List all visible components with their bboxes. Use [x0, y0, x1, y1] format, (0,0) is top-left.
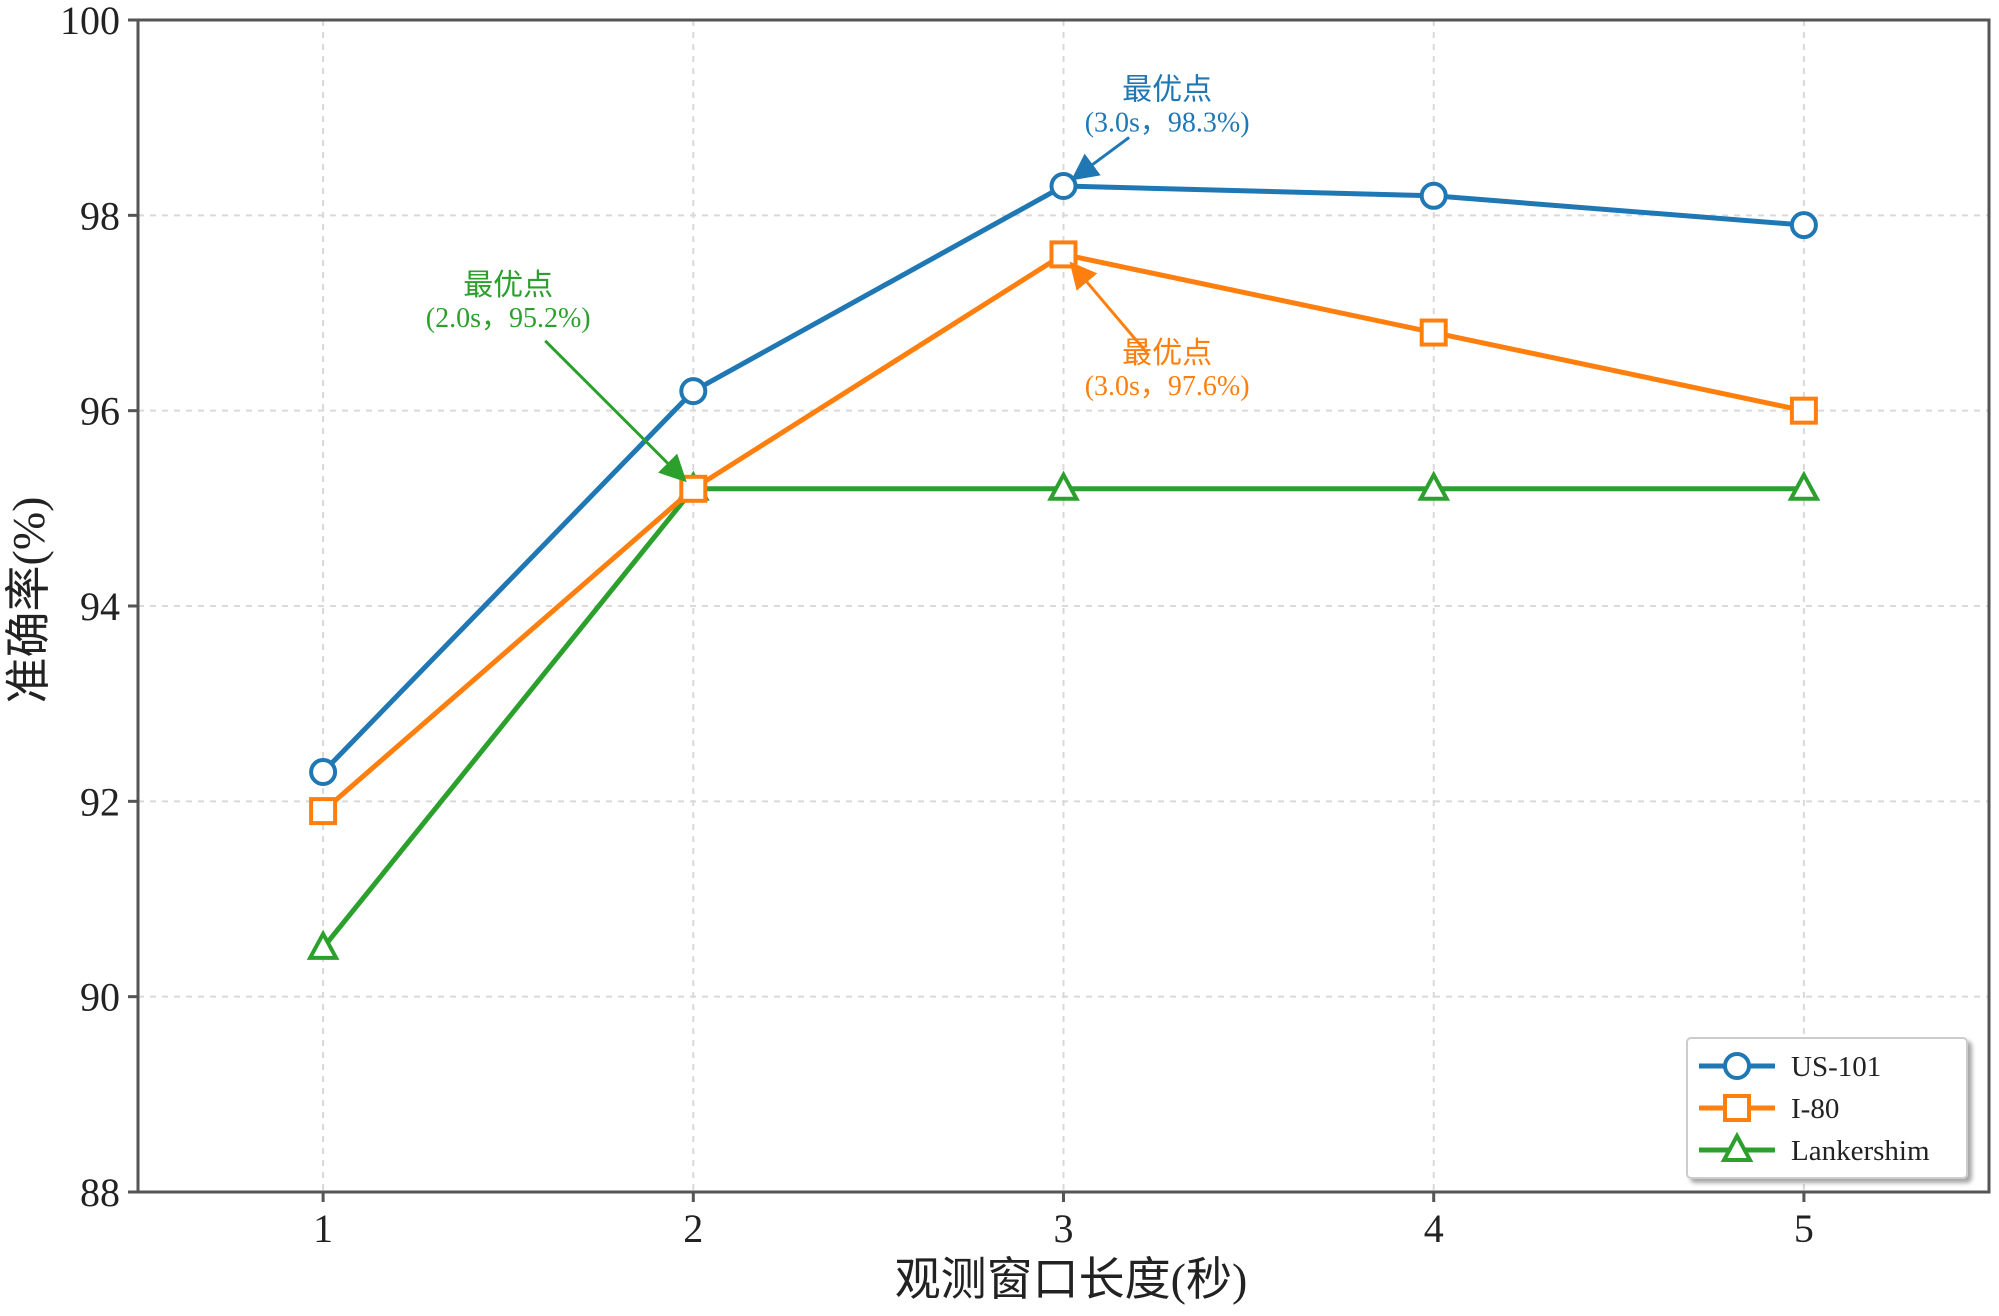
- data-point: [1419, 181, 1448, 210]
- data-point: [1417, 470, 1451, 501]
- y-tick-label: 98: [80, 193, 120, 238]
- legend-marker: [1720, 1131, 1754, 1162]
- annotation-title: 最优点: [1122, 73, 1212, 106]
- legend-marker: [1723, 1094, 1751, 1122]
- legend-item: US-101: [1699, 1051, 1881, 1083]
- data-point: [1789, 396, 1818, 425]
- x-tick-label: 4: [1424, 1206, 1444, 1251]
- annotation-value: (3.0s，98.3%): [1085, 107, 1250, 138]
- legend-marker: [1723, 1052, 1751, 1080]
- y-tick-label: 92: [80, 779, 120, 824]
- y-axis-label: 准确率(%): [3, 497, 54, 704]
- series-us-101: [309, 172, 1818, 787]
- annotation-arrow: [1069, 261, 1149, 355]
- x-tick-label: 3: [1054, 1206, 1074, 1251]
- data-point: [679, 377, 708, 406]
- annotation: 最优点(3.0s，98.3%): [1070, 73, 1250, 181]
- y-tick-label: 88: [80, 1170, 120, 1215]
- series-i-80: [309, 240, 1818, 826]
- data-point: [1049, 172, 1078, 201]
- legend: US-101 I-80 Lankershim: [1686, 1037, 1968, 1179]
- x-tick-label: 5: [1794, 1206, 1814, 1251]
- y-tick-label: 96: [80, 389, 120, 434]
- y-tick-label: 90: [80, 975, 120, 1020]
- annotation-value: (3.0s，97.6%): [1085, 371, 1250, 402]
- data-point: [309, 797, 338, 826]
- legend-label: US-101: [1791, 1051, 1881, 1083]
- annotation-arrow: [544, 339, 687, 483]
- data-point: [1789, 211, 1818, 240]
- legend-item: Lankershim: [1699, 1131, 1930, 1167]
- legend-item: I-80: [1699, 1093, 1839, 1125]
- series-group: [306, 172, 1821, 960]
- data-point: [1049, 240, 1078, 269]
- axes: 88 90 92 94 96 98 100 1 2 3 4 5: [60, 0, 1991, 1251]
- data-point: [306, 929, 340, 960]
- data-point: [1047, 470, 1080, 501]
- legend-box: [1686, 1037, 1968, 1179]
- annotation-value: (2.0s，95.2%): [426, 303, 591, 334]
- x-axis-label: 观测窗口长度(秒): [895, 1254, 1248, 1305]
- y-tick-label: 94: [80, 584, 120, 629]
- data-point: [309, 758, 338, 787]
- data-point: [1787, 470, 1821, 501]
- annotation-title: 最优点: [463, 269, 553, 302]
- legend-label: I-80: [1791, 1093, 1839, 1125]
- annotation: 最优点(3.0s，97.6%): [1069, 261, 1250, 402]
- annotations: 最优点(3.0s，98.3%)最优点(2.0s，95.2%)最优点(3.0s，9…: [426, 73, 1250, 483]
- x-tick-label: 2: [683, 1206, 703, 1251]
- legend-label: Lankershim: [1791, 1135, 1930, 1167]
- x-tick-label: 1: [313, 1206, 333, 1251]
- data-point: [1419, 318, 1448, 347]
- data-point: [679, 474, 708, 503]
- y-tick-label: 100: [60, 0, 120, 43]
- annotation-title: 最优点: [1122, 337, 1212, 370]
- annotation: 最优点(2.0s，95.2%): [426, 269, 687, 483]
- annotation-arrow: [1070, 136, 1131, 181]
